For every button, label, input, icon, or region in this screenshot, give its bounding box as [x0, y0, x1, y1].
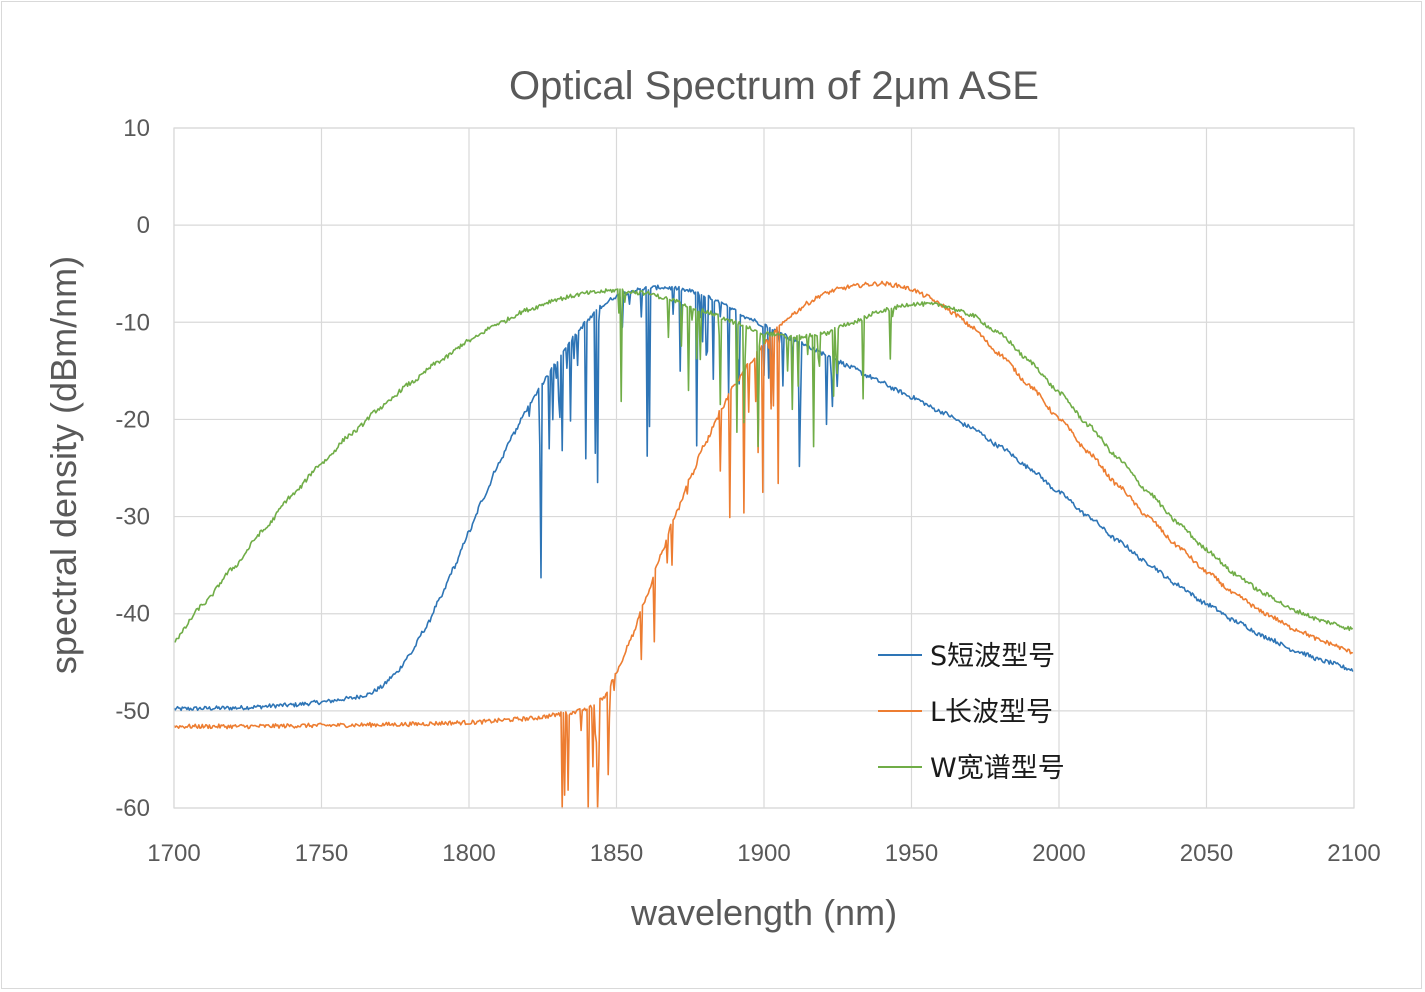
x-tick-label: 1700 [147, 840, 200, 867]
y-tick-label: -40 [115, 601, 150, 628]
x-tick-labels: 1700 1750 1800 1850 1900 1950 2000 2050 2100 [147, 840, 1380, 867]
y-tick-label: 0 [137, 212, 150, 239]
x-tick-label: 1950 [885, 840, 938, 867]
y-tick-label: -60 [115, 795, 150, 822]
x-tick-label: 1850 [590, 840, 643, 867]
y-tick-label: -20 [115, 406, 150, 433]
legend-label: W宽谱型号 [930, 753, 1065, 784]
x-tick-label: 1800 [442, 840, 495, 867]
legend: S短波型号 L长波型号 W宽谱型号 [878, 641, 1065, 784]
x-axis-label: wavelength (nm) [630, 892, 897, 933]
legend-label: S短波型号 [930, 641, 1055, 672]
x-tick-label: 1750 [295, 840, 348, 867]
y-tick-label: 10 [123, 115, 150, 142]
grid [173, 127, 1355, 809]
y-tick-label: -30 [115, 504, 150, 531]
x-tick-label: 2050 [1180, 840, 1233, 867]
y-tick-label: -10 [115, 309, 150, 336]
y-tick-labels: 10 0 -10 -20 -30 -40 -50 -60 [115, 115, 150, 822]
x-tick-label: 1900 [737, 840, 790, 867]
series-line [173, 288, 1354, 643]
x-tick-label: 2000 [1032, 840, 1085, 867]
plot-area-border [173, 127, 1355, 809]
series-line [173, 280, 1354, 809]
chart-title: Optical Spectrum of 2μm ASE [509, 64, 1039, 108]
y-tick-label: -50 [115, 698, 150, 725]
y-axis-label: spectral density (dBm/nm) [43, 256, 84, 674]
series-lines [173, 280, 1354, 809]
legend-label: L长波型号 [930, 697, 1053, 728]
x-tick-label: 2100 [1327, 840, 1380, 867]
